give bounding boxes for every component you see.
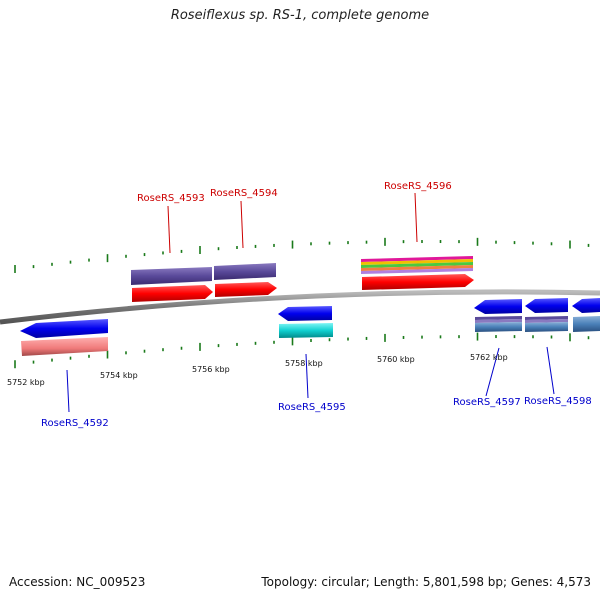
leader-RoseRS_4595 <box>305 353 309 399</box>
label-RoseRS_4595[interactable]: RoseRS_4595 <box>278 402 346 413</box>
leader-RoseRS_4597 <box>485 347 500 397</box>
ticks-outer <box>14 237 590 273</box>
gene-RoseRS_4595[interactable] <box>278 306 333 338</box>
gene-RoseRS_4598[interactable] <box>525 298 568 332</box>
leader-RoseRS_4594 <box>240 200 244 249</box>
kbp-label: 5752 kbp <box>7 378 45 387</box>
leader-RoseRS_4592 <box>66 369 70 413</box>
label-RoseRS_4593[interactable]: RoseRS_4593 <box>137 193 205 204</box>
ticks-inner <box>14 332 590 369</box>
gene-RoseRS_4592[interactable] <box>20 319 108 356</box>
leader-RoseRS_4598 <box>546 346 555 395</box>
label-RoseRS_4597[interactable]: RoseRS_4597 <box>453 397 521 408</box>
gene-RoseRS_4593[interactable] <box>131 267 213 302</box>
gene-RoseRS_4594[interactable] <box>214 263 277 297</box>
kbp-label: 5754 kbp <box>100 371 138 380</box>
genome-summary-text: Topology: circular; Length: 5,801,598 bp… <box>261 575 591 589</box>
accession-text: Accession: NC_009523 <box>9 575 146 589</box>
map-title: Roseiflexus sp. RS-1, complete genome <box>170 8 430 23</box>
label-RoseRS_4594[interactable]: RoseRS_4594 <box>210 188 278 199</box>
gene-partial-right[interactable] <box>572 298 600 332</box>
gene-RoseRS_4597[interactable] <box>474 299 522 332</box>
kbp-label: 5756 kbp <box>192 365 230 374</box>
label-RoseRS_4598[interactable]: RoseRS_4598 <box>524 396 592 407</box>
leader-RoseRS_4593 <box>167 205 171 254</box>
label-RoseRS_4592[interactable]: RoseRS_4592 <box>41 418 109 429</box>
genome-backbone <box>0 289 600 325</box>
label-RoseRS_4596[interactable]: RoseRS_4596 <box>384 181 452 192</box>
gene-RoseRS_4596[interactable] <box>361 256 474 290</box>
leader-RoseRS_4596 <box>414 192 418 243</box>
kbp-label: 5758 kbp <box>285 359 323 368</box>
kbp-label: 5762 kbp <box>470 353 508 362</box>
kbp-label: 5760 kbp <box>377 355 415 364</box>
